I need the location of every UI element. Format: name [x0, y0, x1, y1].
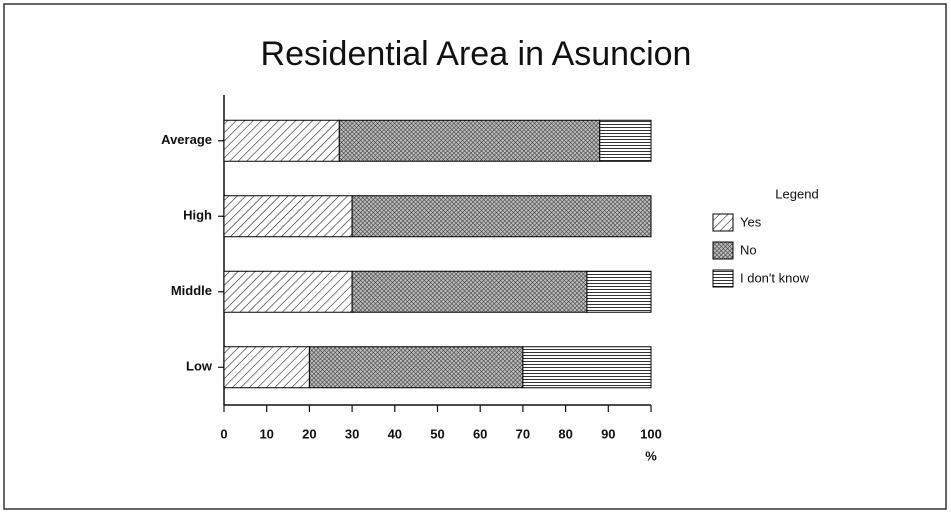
x-tick-label: 70	[516, 426, 530, 441]
y-tick-label: Average	[161, 132, 212, 147]
x-tick-label: 0	[220, 426, 227, 441]
bar-segment	[338, 119, 601, 162]
x-tick-label: 80	[558, 426, 572, 441]
legend-swatch	[712, 269, 734, 288]
bar-segment	[223, 119, 340, 162]
x-tick-label: 10	[259, 426, 273, 441]
bar-segment	[599, 119, 652, 162]
legend-label: Yes	[740, 214, 762, 229]
frame	[3, 3, 947, 510]
x-tick-label: 60	[473, 426, 487, 441]
bar-segment	[223, 346, 310, 389]
bar-segment	[586, 270, 652, 313]
bar-segment	[223, 195, 353, 238]
legend-label: I don't know	[740, 270, 810, 285]
x-axis-label: %	[645, 448, 657, 463]
x-tick-label: 50	[430, 426, 444, 441]
y-tick-label: Low	[186, 359, 213, 374]
bar-segment	[223, 270, 353, 313]
bar-segment	[351, 195, 652, 238]
legend-swatch	[712, 241, 734, 260]
bar-segment	[522, 346, 652, 389]
y-tick-label: Middle	[171, 283, 212, 298]
bar-segment	[351, 270, 588, 313]
legend-title: Legend	[775, 186, 818, 201]
x-tick-label: 40	[388, 426, 402, 441]
legend-label: No	[740, 242, 757, 257]
x-tick-label: 30	[345, 426, 359, 441]
x-tick-label: 20	[302, 426, 316, 441]
x-tick-label: 90	[601, 426, 615, 441]
x-tick-label: 100	[640, 426, 662, 441]
legend-swatch	[712, 213, 734, 232]
chart-title: Residential Area in Asuncion	[261, 35, 692, 73]
y-tick-label: High	[183, 208, 212, 223]
bar-segment	[308, 346, 524, 389]
